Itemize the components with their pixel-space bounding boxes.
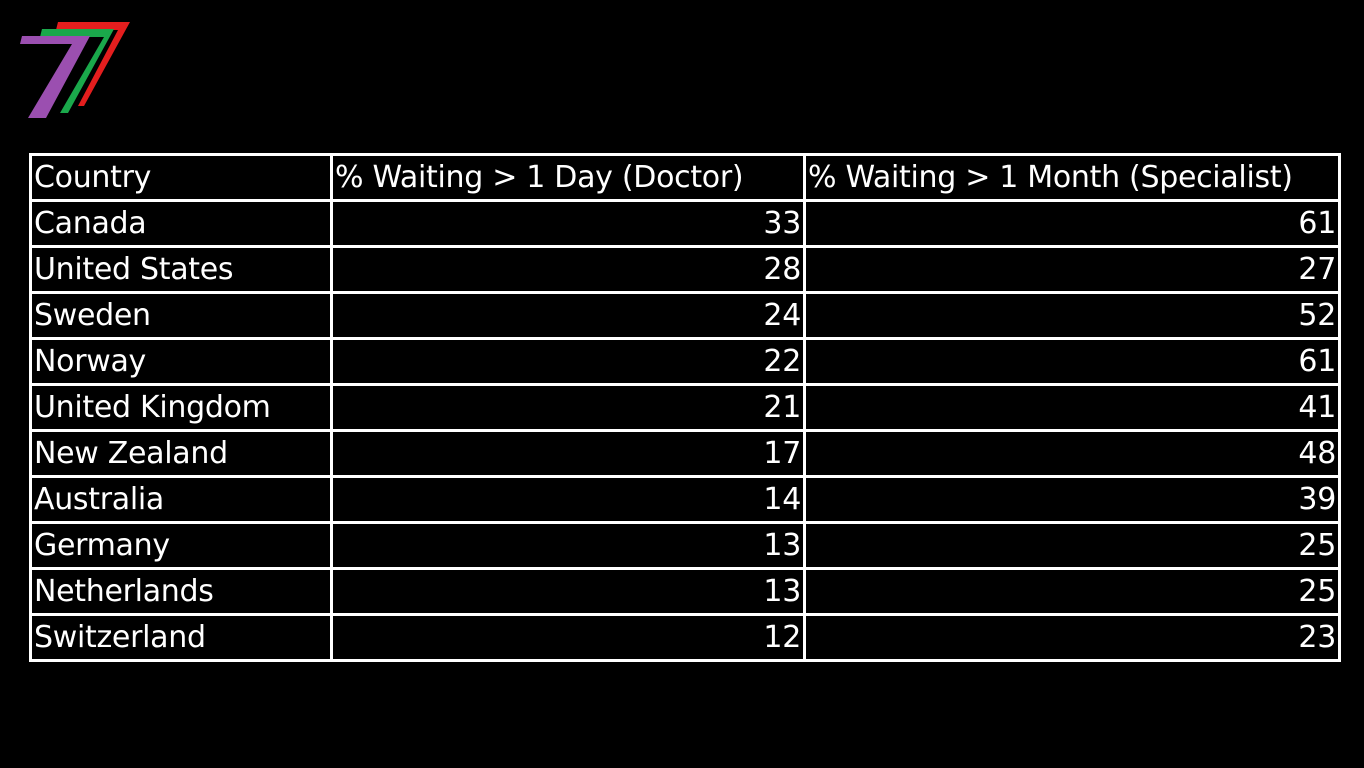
waiting-times-table: Country % Waiting > 1 Day (Doctor) % Wai…	[29, 153, 1341, 662]
country-cell: United States	[29, 245, 333, 294]
specialist-wait-cell: 25	[803, 521, 1341, 570]
doctor-wait-cell: 33	[330, 199, 806, 248]
country-cell: Sweden	[29, 291, 333, 340]
specialist-wait-cell: 41	[803, 383, 1341, 432]
doctor-wait-cell: 13	[330, 567, 806, 616]
table-row: New Zealand 17 48	[29, 429, 1341, 478]
header-country: Country	[29, 153, 333, 202]
logo-stripe-purple	[20, 36, 90, 118]
specialist-wait-cell: 61	[803, 337, 1341, 386]
table-row: Canada 33 61	[29, 199, 1341, 248]
country-cell: Switzerland	[29, 613, 333, 662]
header-doctor-wait: % Waiting > 1 Day (Doctor)	[330, 153, 806, 202]
table-row: Australia 14 39	[29, 475, 1341, 524]
doctor-wait-cell: 12	[330, 613, 806, 662]
specialist-wait-cell: 27	[803, 245, 1341, 294]
country-cell: Netherlands	[29, 567, 333, 616]
doctor-wait-cell: 24	[330, 291, 806, 340]
logo-stripe-green	[40, 29, 114, 113]
country-cell: Norway	[29, 337, 333, 386]
table-header-row: Country % Waiting > 1 Day (Doctor) % Wai…	[29, 153, 1341, 202]
country-cell: Germany	[29, 521, 333, 570]
table-row: Switzerland 12 23	[29, 613, 1341, 662]
doctor-wait-cell: 21	[330, 383, 806, 432]
table-row: United Kingdom 21 41	[29, 383, 1341, 432]
specialist-wait-cell: 23	[803, 613, 1341, 662]
specialist-wait-cell: 25	[803, 567, 1341, 616]
country-cell: Australia	[29, 475, 333, 524]
table-row: United States 28 27	[29, 245, 1341, 294]
doctor-wait-cell: 13	[330, 521, 806, 570]
doctor-wait-cell: 28	[330, 245, 806, 294]
country-cell: New Zealand	[29, 429, 333, 478]
country-cell: Canada	[29, 199, 333, 248]
country-cell: United Kingdom	[29, 383, 333, 432]
logo-stripe-red	[56, 22, 130, 106]
header-specialist-wait: % Waiting > 1 Month (Specialist)	[803, 153, 1341, 202]
specialist-wait-cell: 39	[803, 475, 1341, 524]
specialist-wait-cell: 61	[803, 199, 1341, 248]
specialist-wait-cell: 48	[803, 429, 1341, 478]
seven-stripes-logo-icon	[20, 22, 130, 118]
specialist-wait-cell: 52	[803, 291, 1341, 340]
doctor-wait-cell: 17	[330, 429, 806, 478]
table-row: Netherlands 13 25	[29, 567, 1341, 616]
table-row: Germany 13 25	[29, 521, 1341, 570]
doctor-wait-cell: 22	[330, 337, 806, 386]
table-row: Norway 22 61	[29, 337, 1341, 386]
doctor-wait-cell: 14	[330, 475, 806, 524]
table-row: Sweden 24 52	[29, 291, 1341, 340]
